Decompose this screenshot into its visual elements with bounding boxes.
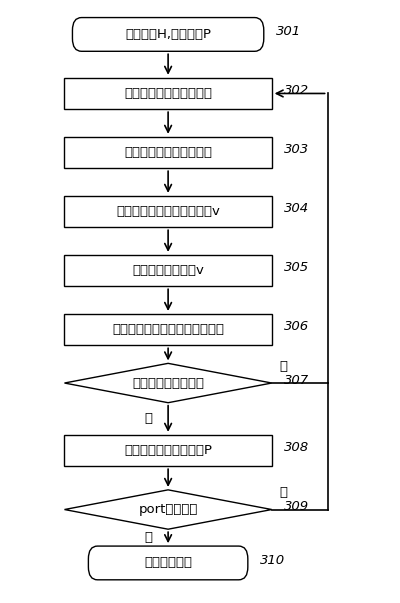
Text: 找到轮迭代最好的划分P: 找到轮迭代最好的划分P [124,444,212,457]
Text: 307: 307 [284,374,309,387]
Polygon shape [64,364,272,403]
Text: 是: 是 [280,360,288,373]
Text: 304: 304 [284,202,309,215]
Text: 选择一个可移动的边界顶点v: 选择一个可移动的边界顶点v [116,205,220,218]
Bar [64,196,272,227]
Text: 308: 308 [284,441,309,454]
Text: 输入超图H,初始划分P: 输入超图H,初始划分P [125,28,211,41]
Text: 是: 是 [280,487,288,499]
Text: 302: 302 [284,84,309,97]
Text: 306: 306 [284,320,309,333]
Bar [64,78,272,109]
Text: 310: 310 [260,554,285,567]
Bar [64,137,272,168]
Text: 更新所有未锁定的邻接点的增益: 更新所有未锁定的邻接点的增益 [112,323,224,336]
Text: 309: 309 [284,500,309,513]
Text: 输出划分结果: 输出划分结果 [144,557,192,569]
Text: 有可移动的边界顶点: 有可移动的边界顶点 [132,376,204,390]
FancyBboxPatch shape [88,546,248,580]
Bar [64,314,272,346]
Bar [64,255,272,286]
Text: 计算所有边界顶点的增益: 计算所有边界顶点的增益 [124,146,212,159]
FancyBboxPatch shape [72,17,264,51]
Text: 初始化所有的顶点未锁定: 初始化所有的顶点未锁定 [124,87,212,100]
Text: 移动，并锁定顶点v: 移动，并锁定顶点v [132,264,204,277]
Text: 305: 305 [284,261,309,274]
Text: port数有改进: port数有改进 [138,503,198,516]
Text: 301: 301 [276,25,301,38]
Text: 303: 303 [284,143,309,156]
Text: 否: 否 [144,412,152,425]
Text: 否: 否 [144,531,152,544]
Bar [64,435,272,466]
Polygon shape [64,490,272,529]
